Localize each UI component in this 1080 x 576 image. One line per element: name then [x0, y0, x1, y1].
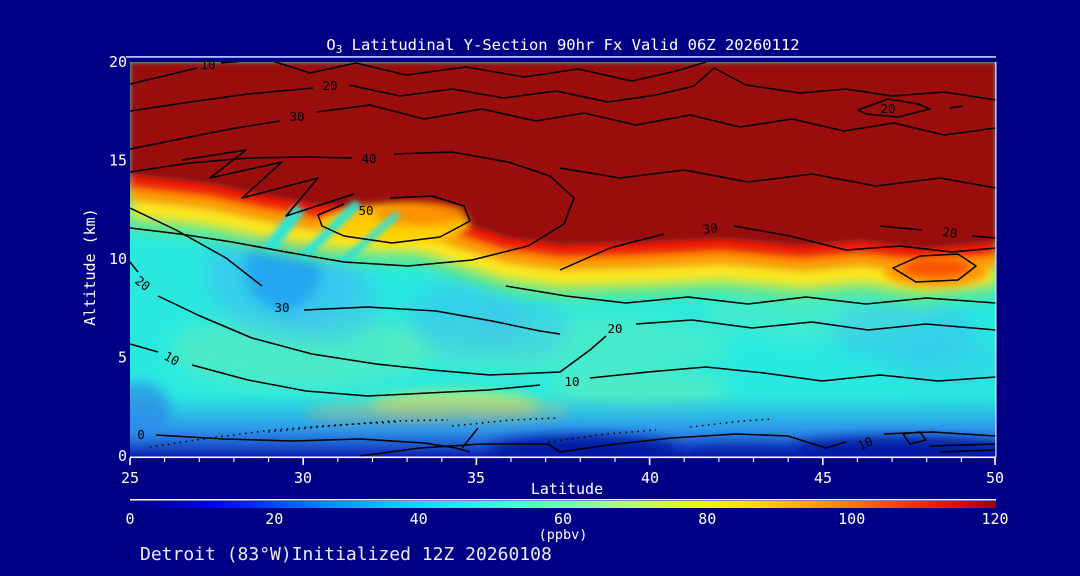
- contour-label: 10: [200, 57, 215, 72]
- y-tick-10: 10: [109, 250, 127, 268]
- contour-label: 30: [289, 109, 304, 124]
- x-axis-major-ticks: [129, 458, 996, 465]
- contour-label-group: 10 20 30 40 50 20 30 20 20 30 20 10 10 0…: [132, 57, 958, 453]
- title-text: Latitudinal Y-Section 90hr Fx Valid 06Z …: [342, 36, 799, 54]
- contour-label: 20: [880, 101, 895, 116]
- shaded-ozone-field: [130, 62, 996, 457]
- contour-label: 30: [274, 300, 289, 315]
- colorbar-tick-60: 60: [554, 510, 572, 528]
- title-subscript: 3: [336, 43, 343, 56]
- title-element-symbol: O: [326, 36, 335, 54]
- x-tick-30: 30: [294, 469, 312, 487]
- contour-label: 20: [941, 224, 958, 241]
- x-axis-minor-ticks: [164, 458, 962, 462]
- x-tick-50: 50: [986, 469, 1004, 487]
- y-tick-15: 15: [109, 152, 127, 170]
- y-axis-label: Altitude (km): [81, 208, 99, 325]
- colorbar-top-line: [130, 499, 996, 501]
- station-init-footer: Detroit (83°W)Initialized 12Z 20260108: [140, 544, 552, 565]
- contour-label: 10: [161, 348, 182, 369]
- colorbar-tick-0: 0: [125, 510, 134, 528]
- contour-label: 30: [702, 220, 719, 237]
- contour-label: 0: [137, 427, 145, 442]
- contour-label: 50: [358, 203, 373, 218]
- colorbar-tick-20: 20: [265, 510, 283, 528]
- colorbar-tick-40: 40: [410, 510, 428, 528]
- right-frame-line: [995, 62, 997, 457]
- contour-label: 20: [322, 78, 337, 93]
- y-tick-20: 20: [109, 53, 127, 71]
- colorbar-gradient: [130, 501, 996, 508]
- colorbar-tick-120: 120: [981, 510, 1008, 528]
- x-tick-35: 35: [467, 469, 485, 487]
- y-tick-0: 0: [118, 447, 127, 465]
- x-tick-45: 45: [814, 469, 832, 487]
- contour-label: 10: [855, 434, 875, 454]
- contour-label: 20: [132, 273, 153, 294]
- top-frame-line: [126, 56, 996, 58]
- contour-label: 40: [361, 151, 376, 166]
- colorbar: 0 20 40 60 80 100 120 (ppbv): [125, 499, 1009, 543]
- colorbar-tick-100: 100: [838, 510, 865, 528]
- x-tick-25: 25: [121, 469, 139, 487]
- page-title: O3 Latitudinal Y-Section 90hr Fx Valid 0…: [326, 36, 799, 56]
- x-axis-line: [130, 456, 996, 459]
- contour-lines: [130, 62, 996, 457]
- contour-label: 20: [607, 321, 622, 336]
- dotted-contours: [149, 417, 773, 448]
- x-tick-40: 40: [641, 469, 659, 487]
- x-axis-label: Latitude: [531, 480, 603, 498]
- colorbar-unit-label: (ppbv): [539, 527, 588, 543]
- colorbar-tick-80: 80: [698, 510, 716, 528]
- y-tick-5: 5: [118, 349, 127, 367]
- contour-label: 10: [564, 374, 579, 389]
